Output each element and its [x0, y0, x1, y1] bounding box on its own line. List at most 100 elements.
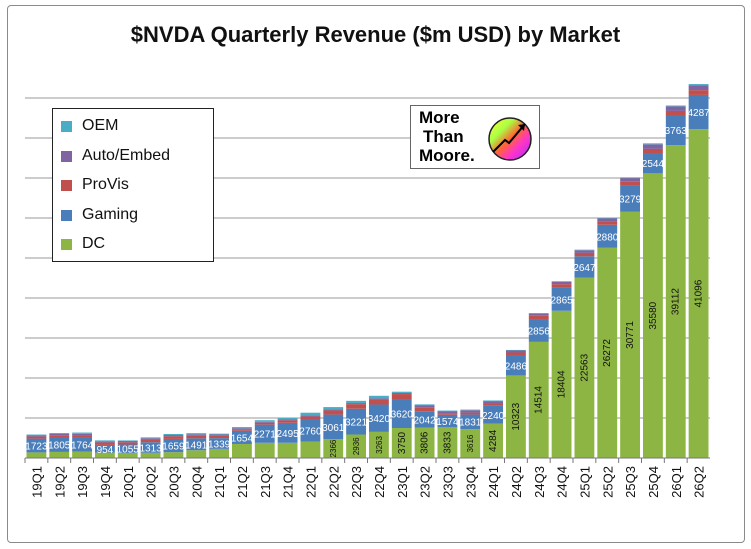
gaming-data-label: 3420 — [368, 414, 391, 425]
bar-oem-22Q3 — [346, 400, 366, 404]
bar-gaming-25Q1 — [574, 256, 595, 278]
bar-provis-22Q1 — [300, 416, 321, 420]
legend-label: Gaming — [82, 206, 139, 223]
bar-dc-23Q1 — [391, 428, 412, 458]
gaming-data-label: 1805 — [48, 441, 71, 452]
legend-item-dc: DC — [61, 233, 105, 255]
bar-dc-22Q1 — [300, 441, 321, 458]
bar-oem-22Q4 — [369, 395, 389, 399]
gaming-data-label: 3279 — [619, 195, 642, 206]
gaming-data-label: 1574 — [436, 417, 459, 428]
bar-oem-22Q2 — [323, 407, 344, 410]
x-tick-label: 23Q3 — [440, 466, 455, 498]
bar-oem-20Q2 — [140, 437, 161, 439]
legend-swatch — [61, 238, 72, 250]
bar-dc-23Q3 — [437, 427, 458, 458]
legend-label: Auto/Embed — [82, 147, 171, 164]
bar-autoembed-19Q1 — [26, 435, 47, 437]
bar-provis-20Q2 — [140, 439, 161, 443]
bar-dc-23Q2 — [414, 427, 435, 458]
bar-dc-22Q4 — [369, 431, 389, 458]
gaming-data-label: 2486 — [505, 361, 528, 372]
gaming-data-label: 3620 — [391, 410, 414, 421]
gaming-data-label: 1654 — [231, 433, 254, 444]
bar-autoembed-24Q1 — [483, 401, 503, 404]
x-tick-label: 20Q1 — [121, 466, 136, 498]
x-tick-label: 25Q1 — [577, 466, 592, 498]
bar-dc-21Q3 — [254, 442, 275, 458]
bar-gaming-22Q4 — [369, 404, 389, 432]
gaming-data-label: 4287 — [687, 108, 710, 119]
bar-gaming-23Q4 — [460, 414, 481, 430]
bar-autoembed-21Q1 — [209, 434, 229, 436]
bar-oem-19Q1 — [26, 434, 47, 436]
bar-oem-25Q1 — [574, 249, 595, 251]
bar-gaming-19Q2 — [49, 437, 70, 452]
gaming-data-label: 2544 — [642, 159, 665, 170]
bar-gaming-22Q3 — [346, 408, 366, 435]
bar-gaming-19Q3 — [72, 437, 92, 452]
gaming-data-label: 1491 — [185, 440, 208, 451]
gaming-data-label: 2880 — [596, 232, 619, 243]
bar-gaming-20Q1 — [117, 444, 138, 453]
bar-autoembed-23Q4 — [460, 410, 481, 413]
legend-swatch — [61, 150, 72, 162]
x-tick-label: 21Q4 — [281, 466, 296, 498]
gaming-data-label: 2495 — [276, 429, 299, 440]
bar-autoembed-23Q2 — [414, 405, 435, 408]
dc-data-label: 26272 — [602, 339, 613, 367]
bar-gaming-26Q1 — [665, 115, 686, 146]
bar-gaming-23Q2 — [414, 411, 435, 428]
bar-dc-24Q1 — [483, 423, 503, 458]
legend-label: DC — [82, 235, 106, 252]
gaming-data-label: 954 — [97, 445, 114, 456]
bar-oem-19Q4 — [95, 440, 115, 442]
gaming-data-label: 1339 — [208, 440, 231, 451]
dc-data-label: 35580 — [648, 301, 659, 329]
bar-autoembed-25Q4 — [643, 144, 663, 149]
dc-data-label: 10323 — [511, 402, 522, 430]
dc-data-label: 41096 — [694, 279, 705, 307]
bar-provis-24Q1 — [483, 403, 503, 406]
bar-oem-21Q2 — [232, 427, 252, 429]
bar-autoembed-19Q2 — [49, 433, 70, 436]
bar-autoembed-20Q1 — [117, 441, 138, 443]
chart-frame — [7, 5, 745, 543]
bar-dc-21Q2 — [232, 443, 252, 458]
bar-autoembed-22Q3 — [346, 403, 366, 405]
gaming-data-label: 1313 — [139, 444, 162, 455]
bar-gaming-19Q1 — [26, 438, 47, 453]
gaming-data-label: 3221 — [345, 418, 368, 429]
bar-autoembed-20Q2 — [140, 438, 161, 440]
bar-oem-19Q2 — [49, 433, 70, 434]
bar-dc-25Q1 — [574, 277, 595, 458]
bar-provis-26Q1 — [665, 110, 686, 115]
bar-gaming-21Q4 — [277, 422, 298, 443]
bar-oem-22Q1 — [300, 412, 321, 416]
gaming-data-label: 2865 — [550, 295, 573, 306]
bar-provis-25Q3 — [620, 181, 640, 186]
bar-dc-25Q2 — [597, 247, 618, 458]
bar-provis-21Q2 — [232, 429, 252, 431]
bar-provis-21Q4 — [277, 420, 298, 423]
dc-data-label: 39112 — [671, 288, 682, 316]
gaming-data-label: 2647 — [573, 263, 596, 274]
bar-dc-20Q4 — [186, 450, 207, 458]
bar-gaming-22Q1 — [300, 419, 321, 442]
bar-provis-24Q2 — [506, 352, 526, 356]
bar-dc-20Q1 — [117, 452, 138, 458]
bar-provis-20Q3 — [163, 436, 184, 439]
x-tick-label: 20Q3 — [166, 466, 181, 498]
chip-graph-icon — [488, 117, 532, 161]
bar-autoembed-20Q4 — [186, 434, 207, 436]
x-tick-label: 21Q1 — [212, 466, 227, 498]
bar-dc-25Q4 — [643, 173, 663, 459]
x-tick-label: 21Q3 — [258, 466, 273, 498]
bar-dc-26Q2 — [688, 129, 709, 458]
gaming-data-label: 2042 — [413, 415, 436, 426]
gaming-data-label: 2240 — [482, 411, 505, 422]
bar-autoembed-22Q4 — [369, 398, 389, 400]
bar-gaming-21Q2 — [232, 430, 252, 444]
bar-oem-23Q2 — [414, 404, 435, 406]
bar-oem-24Q4 — [551, 281, 572, 282]
